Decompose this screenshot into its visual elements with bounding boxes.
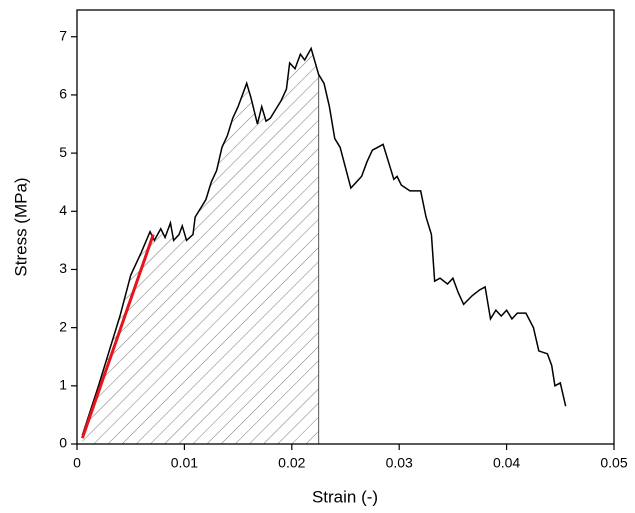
x-tick-label: 0.05 — [600, 455, 627, 471]
y-tick-label: 6 — [59, 86, 67, 102]
y-tick-label: 7 — [59, 27, 67, 43]
y-tick-label: 2 — [59, 318, 67, 334]
series-line — [81, 46, 567, 436]
x-axis-title: Strain (-) — [312, 487, 378, 506]
y-tick-label: 1 — [59, 377, 67, 393]
plot-frame — [76, 9, 615, 445]
x-tick-label: 0 — [73, 455, 81, 471]
x-tick-label: 0.04 — [493, 455, 520, 471]
y-tick-label: 5 — [59, 144, 67, 160]
y-tick-label: 4 — [59, 202, 67, 218]
x-tick-label: 0.03 — [386, 455, 413, 471]
x-tick-label: 0.02 — [278, 455, 305, 471]
hatched-area — [82, 48, 319, 444]
y-axis-title: Stress (MPa) — [11, 177, 30, 276]
fit-line — [80, 234, 155, 439]
x-tick-label: 0.01 — [171, 455, 198, 471]
y-tick-label: 0 — [59, 435, 67, 451]
y-tick-label: 3 — [59, 260, 67, 276]
